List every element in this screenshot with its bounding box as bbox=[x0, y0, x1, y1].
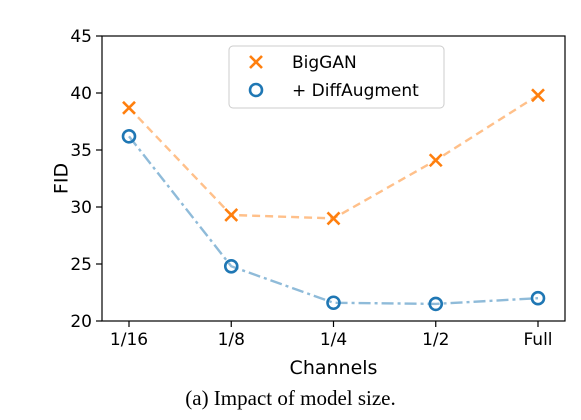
y-tick-label: 20 bbox=[70, 312, 92, 332]
x-tick-label: 1/2 bbox=[422, 330, 449, 350]
y-tick-label: 45 bbox=[70, 27, 92, 47]
y-tick-label: 40 bbox=[70, 84, 92, 104]
x-tick-label: 1/4 bbox=[320, 330, 347, 350]
circle-marker bbox=[121, 129, 137, 144]
circle-marker bbox=[248, 82, 264, 98]
x-tick-label: Full bbox=[523, 330, 552, 350]
y-tick-label: 25 bbox=[70, 255, 92, 275]
circle-marker bbox=[530, 290, 546, 306]
circle-marker bbox=[428, 296, 444, 312]
figure-caption: (a) Impact of model size. bbox=[185, 386, 396, 410]
series-lines bbox=[128, 94, 539, 306]
legend: BigGAN + DiffAugment bbox=[228, 45, 445, 109]
y-tick-label: 30 bbox=[70, 198, 92, 218]
x-marker bbox=[531, 88, 545, 103]
y-tick-label: 35 bbox=[70, 141, 92, 161]
x-marker bbox=[122, 100, 136, 115]
x-tick-label: 1/8 bbox=[218, 330, 245, 350]
x-axis-label: Channels bbox=[290, 357, 378, 379]
x-tick-label: 1/16 bbox=[110, 330, 148, 350]
x-axis-ticks: 1/16 1/8 1/4 1/2 Full bbox=[110, 321, 553, 350]
series-line bbox=[128, 135, 539, 306]
legend-label: + DiffAugment bbox=[292, 81, 419, 101]
circle-marker bbox=[326, 295, 341, 311]
y-axis-ticks: 20 25 30 35 40 45 bbox=[70, 27, 102, 332]
series-line bbox=[128, 94, 539, 220]
legend-box bbox=[228, 45, 445, 109]
x-marker bbox=[224, 208, 239, 222]
y-axis-label: FID bbox=[51, 163, 73, 194]
x-marker bbox=[326, 211, 341, 226]
legend-label: BigGAN bbox=[292, 53, 357, 73]
series-markers bbox=[121, 88, 546, 312]
circle-marker bbox=[223, 258, 239, 274]
x-marker bbox=[428, 153, 443, 168]
x-marker bbox=[249, 55, 263, 69]
